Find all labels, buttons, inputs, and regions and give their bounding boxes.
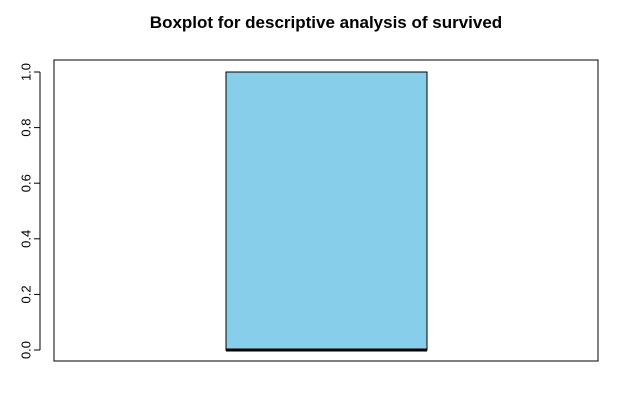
plot-area-frame: [53, 59, 599, 362]
y-tick-label: 0.6: [18, 174, 33, 192]
y-tick-label: 0.0: [18, 341, 33, 359]
box-iqr: [225, 71, 428, 351]
chart-title: Boxplot for descriptive analysis of surv…: [150, 13, 502, 32]
box-group: [225, 71, 428, 352]
y-tick-label: 0.8: [18, 119, 33, 137]
y-axis-ticks: 0.0 0.2 0.4 0.6 0.8 1.0: [18, 63, 40, 359]
y-tick-label: 0.2: [18, 285, 33, 303]
y-tick-label: 0.4: [18, 230, 33, 248]
y-tick-label: 1.0: [18, 63, 33, 81]
